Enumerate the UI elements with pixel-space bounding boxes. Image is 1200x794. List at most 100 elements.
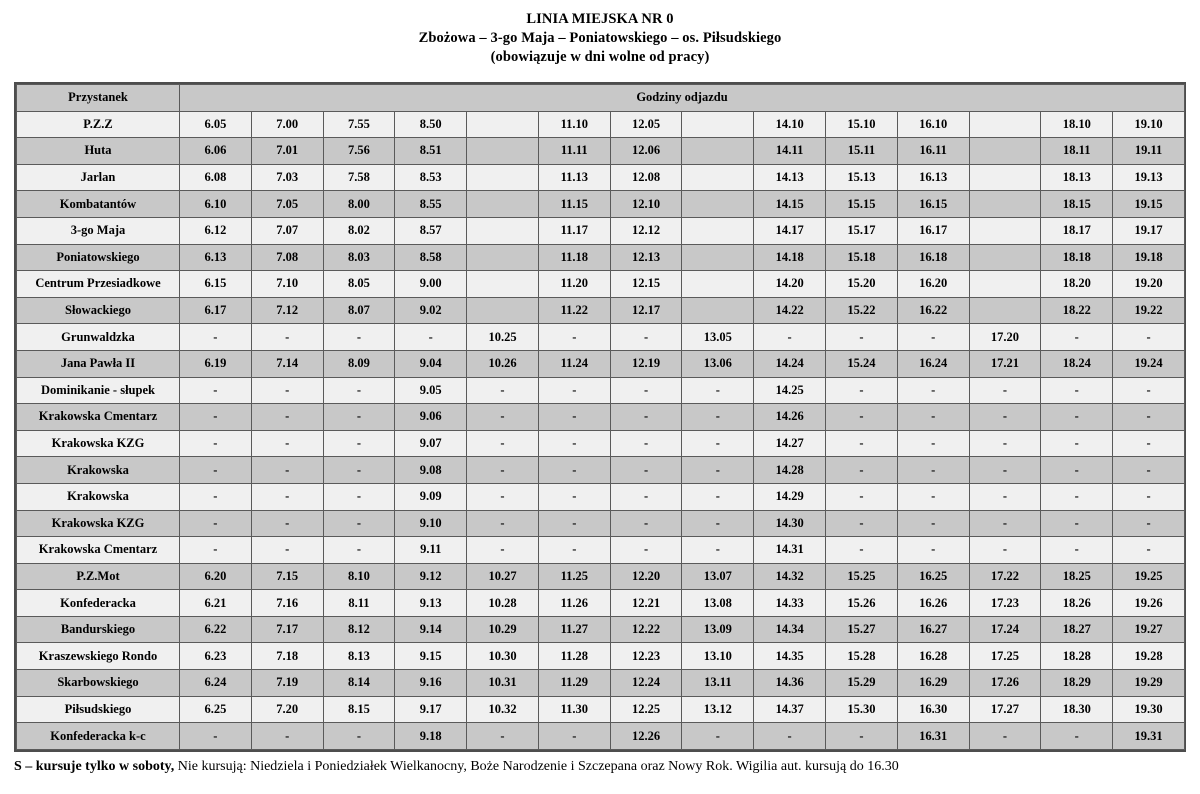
departure-cell: 18.27 xyxy=(1040,615,1114,644)
departure-cell: 10.28 xyxy=(466,589,539,617)
departure-cell-nostop: - xyxy=(609,456,683,484)
departure-cell: 16.13 xyxy=(896,163,970,192)
departure-cell: 13.09 xyxy=(681,615,755,644)
departure-cell-nostop: - xyxy=(1112,376,1185,405)
departure-cell-nostop: - xyxy=(681,456,755,484)
departure-cell: 7.56 xyxy=(322,137,396,165)
departure-cell: 9.02 xyxy=(394,296,468,325)
departure-cell-nostop: - xyxy=(968,536,1042,564)
departure-cell: 12.22 xyxy=(609,615,683,644)
departure-cell-nostop: - xyxy=(250,722,324,750)
departure-cell: 19.15 xyxy=(1112,190,1185,218)
stop-name-cell: Piłsudskiego xyxy=(16,695,180,724)
departure-cell: 12.15 xyxy=(609,270,683,298)
departure-cell: 11.28 xyxy=(537,642,611,671)
departure-cell: 18.18 xyxy=(1040,243,1114,272)
stop-name-cell: Krakowska Cmentarz xyxy=(16,536,180,564)
departure-cell: 6.15 xyxy=(179,270,252,298)
departure-cell-nostop: - xyxy=(179,509,252,538)
departure-cell: 9.10 xyxy=(394,509,468,538)
table-row: Słowackiego 6.17 7.12 8.07 9.02 11.22 12.17 14.… xyxy=(16,296,1185,325)
departure-cell: 9.05 xyxy=(394,376,468,405)
departure-cell: 8.12 xyxy=(322,615,396,644)
departure-cell-nostop: - xyxy=(896,536,970,564)
departure-cell: 16.11 xyxy=(896,137,970,165)
departure-cell-nostop: - xyxy=(179,429,252,458)
stop-name-cell: Skarbowskiego xyxy=(16,669,180,697)
table-row: Krakowska - - -9.08- - - -14.28- - - - - xyxy=(16,456,1185,484)
departure-cell-nostop: - xyxy=(250,429,324,458)
departure-cell-empty xyxy=(968,110,1042,139)
departure-cell-nostop: - xyxy=(179,456,252,484)
departure-cell-nostop: - xyxy=(609,376,683,405)
departure-cell-nostop: - xyxy=(968,509,1042,538)
departure-cell-nostop: - xyxy=(250,323,324,351)
departure-cell-nostop: - xyxy=(466,722,539,750)
departure-cell-nostop: - xyxy=(322,376,396,405)
departure-cell-nostop: - xyxy=(1040,536,1114,564)
departure-cell: 15.25 xyxy=(825,562,898,591)
departure-cell-nostop: - xyxy=(825,536,898,564)
departure-cell-nostop: - xyxy=(1040,376,1114,405)
departure-cell-nostop: - xyxy=(537,376,611,405)
departure-cell: 9.15 xyxy=(394,642,468,671)
departure-cell-empty xyxy=(968,137,1042,165)
departure-cell-nostop: - xyxy=(1112,509,1185,538)
departure-cell: 18.26 xyxy=(1040,589,1114,617)
departure-cell-nostop: - xyxy=(968,376,1042,405)
departure-cell: 12.26 xyxy=(609,722,683,750)
stop-name-cell: Bandurskiego xyxy=(16,615,180,644)
departure-cell-nostop: - xyxy=(322,722,396,750)
departure-cell: 17.21 xyxy=(968,349,1042,378)
departure-cell: 12.24 xyxy=(609,669,683,697)
departure-cell: 10.31 xyxy=(466,669,539,697)
departure-cell: 16.17 xyxy=(896,216,970,245)
departure-cell: 17.26 xyxy=(968,669,1042,697)
departure-cell: 18.11 xyxy=(1040,137,1114,165)
departure-cell: 6.24 xyxy=(179,669,252,697)
timetable-head: Przystanek Godziny odjazdu S xyxy=(16,84,1185,112)
departure-cell-nostop: - xyxy=(466,456,539,484)
departure-cell: 7.19 xyxy=(250,669,324,697)
departure-cell: 10.32 xyxy=(466,695,539,724)
departure-cell: 8.53 xyxy=(394,163,468,192)
footnote: S – kursuje tylko w soboty, Nie kursują:… xyxy=(14,758,1186,776)
departure-cell-nostop: - xyxy=(322,536,396,564)
departure-cell-nostop: - xyxy=(250,509,324,538)
departure-cell: 13.06 xyxy=(681,349,755,378)
departure-cell-empty xyxy=(466,270,539,298)
departure-cell: 7.14 xyxy=(250,349,324,378)
departure-cell-nostop: - xyxy=(896,456,970,484)
departure-cell-nostop: - xyxy=(322,456,396,484)
departure-cell-nostop: - xyxy=(896,429,970,458)
departure-cell-nostop: - xyxy=(968,403,1042,431)
departure-cell-nostop: - xyxy=(537,323,611,351)
departure-cell: 12.06 xyxy=(609,137,683,165)
departure-cell: 6.20 xyxy=(179,562,252,591)
stop-name-cell: Huta xyxy=(16,137,180,165)
departure-cell-nostop: - xyxy=(250,536,324,564)
departure-cell-nostop: - xyxy=(322,323,396,351)
departure-cell: 9.14 xyxy=(394,615,468,644)
departure-cell: 12.20 xyxy=(609,562,683,591)
departure-cell: 8.15 xyxy=(322,695,396,724)
departure-cell-empty xyxy=(681,243,755,272)
table-row: Piłsudskiego 6.25 7.20 8.15 9.17 10.32 11.30 12… xyxy=(16,695,1185,724)
departure-cell: 7.07 xyxy=(250,216,324,245)
footnote-bold: S – kursuje tylko w soboty, xyxy=(14,758,175,774)
departure-cell: 10.29 xyxy=(466,615,539,644)
stop-name-cell: Jarlan xyxy=(16,163,180,192)
stop-name-cell: 3-go Maja xyxy=(16,216,180,245)
departure-cell: 13.11 xyxy=(681,669,755,697)
table-row: Konfederacka 6.21 7.16 8.11 9.13 10.28 11.26 12… xyxy=(16,589,1185,617)
departure-cell: 14.26 xyxy=(753,403,827,431)
departure-cell-empty xyxy=(968,270,1042,298)
departure-cell: 17.25 xyxy=(968,642,1042,671)
table-row: Huta 6.06 7.01 7.56 8.51 11.11 12.06 14.11 15.11… xyxy=(16,137,1185,165)
departure-cell: 8.51 xyxy=(394,137,468,165)
departure-cell: 18.22 xyxy=(1040,296,1114,325)
departure-cell-empty xyxy=(968,190,1042,218)
departure-cell-nostop: - xyxy=(968,429,1042,458)
departure-cell: 14.20 xyxy=(753,270,827,298)
departure-cell: 19.20 xyxy=(1112,270,1185,298)
